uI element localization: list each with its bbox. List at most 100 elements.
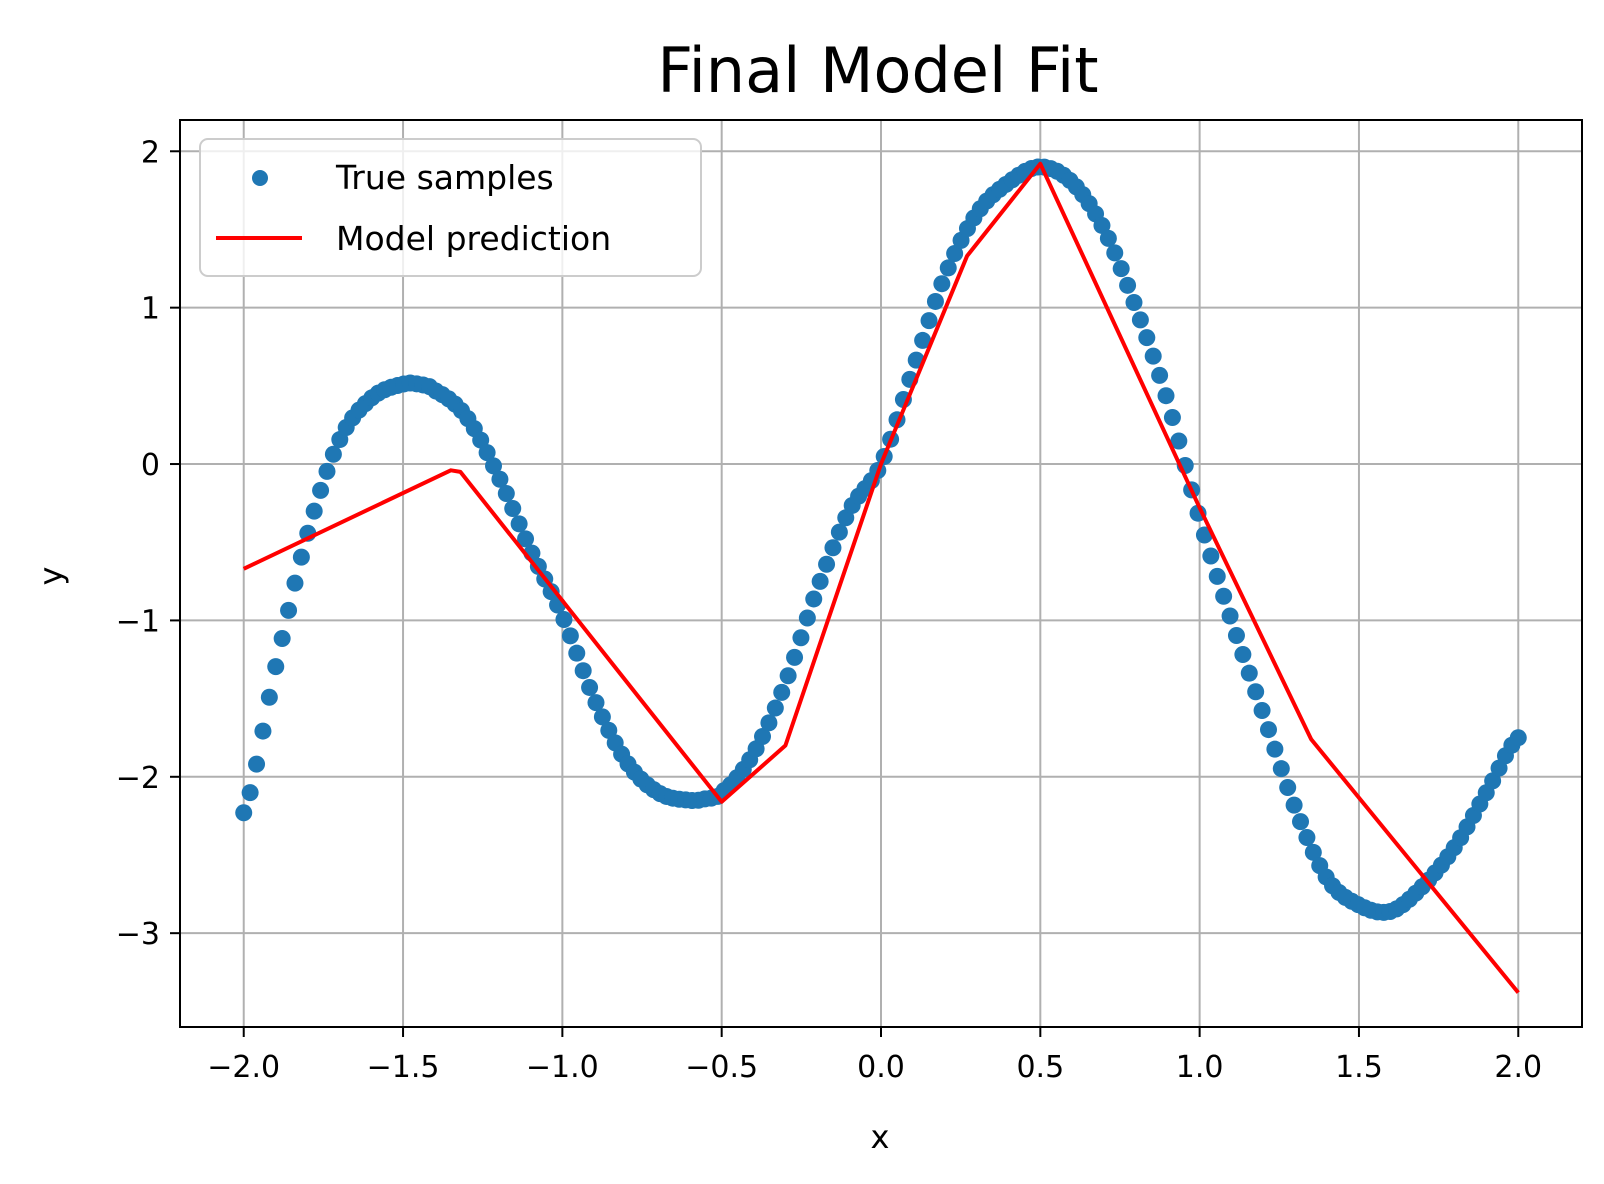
sample-point	[581, 678, 599, 696]
plot-area	[235, 158, 1527, 994]
sample-point	[324, 445, 342, 463]
sample-point	[267, 658, 285, 676]
true-samples-series	[235, 158, 1527, 921]
sample-point	[1131, 311, 1149, 329]
sample-point	[786, 648, 804, 666]
sample-point	[805, 590, 823, 608]
sample-point	[779, 667, 797, 685]
sample-point	[1170, 432, 1188, 450]
sample-point	[286, 574, 304, 592]
sample-point	[561, 627, 579, 645]
sample-point	[1112, 260, 1130, 278]
y-tick-label: −3	[116, 917, 160, 952]
sample-point	[1253, 701, 1271, 719]
ticks: −2.0 −1.5 −1.0 −0.5 0.0 0.5 1.0 1.5 2.0 −3 −2 −1 0 1 2	[116, 135, 1542, 1085]
sample-point	[254, 722, 272, 740]
x-tick-label: 2.0	[1494, 1050, 1542, 1085]
x-tick-label: 1.5	[1335, 1050, 1383, 1085]
legend-label-model-prediction: Model prediction	[336, 219, 611, 258]
sample-point	[920, 312, 938, 330]
y-tick-label: 1	[141, 292, 160, 327]
sample-point	[593, 708, 611, 726]
sample-point	[914, 331, 932, 349]
sample-point	[574, 662, 592, 680]
sample-point	[1202, 547, 1220, 565]
sample-point	[939, 259, 957, 277]
chart-title: Final Model Fit	[657, 34, 1098, 107]
sample-point	[510, 515, 528, 533]
sample-point	[555, 611, 573, 629]
x-tick-label: −1.5	[367, 1050, 440, 1085]
sample-point	[1266, 740, 1284, 758]
sample-point	[1099, 229, 1117, 247]
sample-point	[926, 292, 944, 310]
sample-point	[312, 481, 330, 499]
sample-point	[754, 727, 772, 745]
sample-point	[811, 572, 829, 590]
x-tick-label: −1.0	[526, 1050, 599, 1085]
sample-point	[1247, 683, 1265, 701]
y-tick-label: 0	[141, 448, 160, 483]
sample-point	[485, 457, 503, 475]
sample-point	[1093, 216, 1111, 234]
sample-point	[933, 275, 951, 293]
x-tick-label: 1.0	[1176, 1050, 1224, 1085]
legend-label-true-samples: True samples	[335, 158, 554, 197]
sample-point	[305, 502, 323, 520]
sample-point	[1144, 347, 1162, 365]
sample-point	[946, 245, 964, 263]
sample-point	[273, 629, 291, 647]
sample-point	[504, 500, 522, 517]
sample-point	[542, 583, 560, 601]
sample-point	[587, 694, 605, 712]
sample-point	[1119, 276, 1137, 294]
sample-point	[517, 530, 535, 548]
sample-point	[280, 601, 298, 619]
sample-point	[1509, 729, 1527, 747]
sample-point	[1304, 843, 1322, 861]
x-tick-label: 0.0	[857, 1050, 905, 1085]
sample-point	[798, 609, 816, 627]
sample-point	[235, 804, 253, 822]
sample-point	[1208, 567, 1226, 585]
sample-point	[1285, 796, 1303, 814]
sample-point	[1221, 607, 1239, 625]
sample-point	[1240, 664, 1258, 682]
sample-point	[1138, 329, 1156, 347]
sample-point	[491, 470, 509, 488]
sample-point	[248, 755, 266, 773]
sample-point	[1106, 244, 1124, 262]
sample-point	[478, 444, 496, 462]
sample-point	[1484, 772, 1502, 790]
sample-point	[1234, 645, 1252, 663]
sample-point	[241, 784, 259, 802]
y-tick-label: −1	[116, 604, 160, 639]
sample-point	[1272, 760, 1290, 778]
x-axis-label: x	[871, 1118, 890, 1156]
sample-point	[824, 539, 842, 557]
sample-point	[318, 462, 336, 480]
model-prediction-line	[242, 161, 1520, 994]
sample-point	[1298, 828, 1316, 846]
sample-point	[1157, 387, 1175, 405]
sample-point	[292, 548, 310, 566]
sample-point	[1215, 587, 1233, 605]
sample-point	[773, 683, 791, 701]
sample-point	[1125, 293, 1143, 311]
legend-box	[199, 138, 702, 277]
x-tick-label: −0.5	[685, 1050, 758, 1085]
x-tick-label: 0.5	[1016, 1050, 1064, 1085]
y-tick-label: 2	[141, 135, 160, 170]
sample-point	[600, 721, 618, 739]
sample-point	[760, 714, 778, 732]
sample-point	[766, 699, 784, 717]
sample-point	[818, 555, 836, 573]
legend: True samples Model prediction	[199, 138, 702, 277]
y-tick-label: −2	[116, 761, 160, 796]
x-tick-label: −2.0	[207, 1050, 280, 1085]
legend-marker-true-samples	[252, 170, 268, 186]
y-axis-label: y	[32, 567, 70, 586]
sample-point	[497, 484, 515, 502]
sample-point	[1292, 813, 1310, 831]
